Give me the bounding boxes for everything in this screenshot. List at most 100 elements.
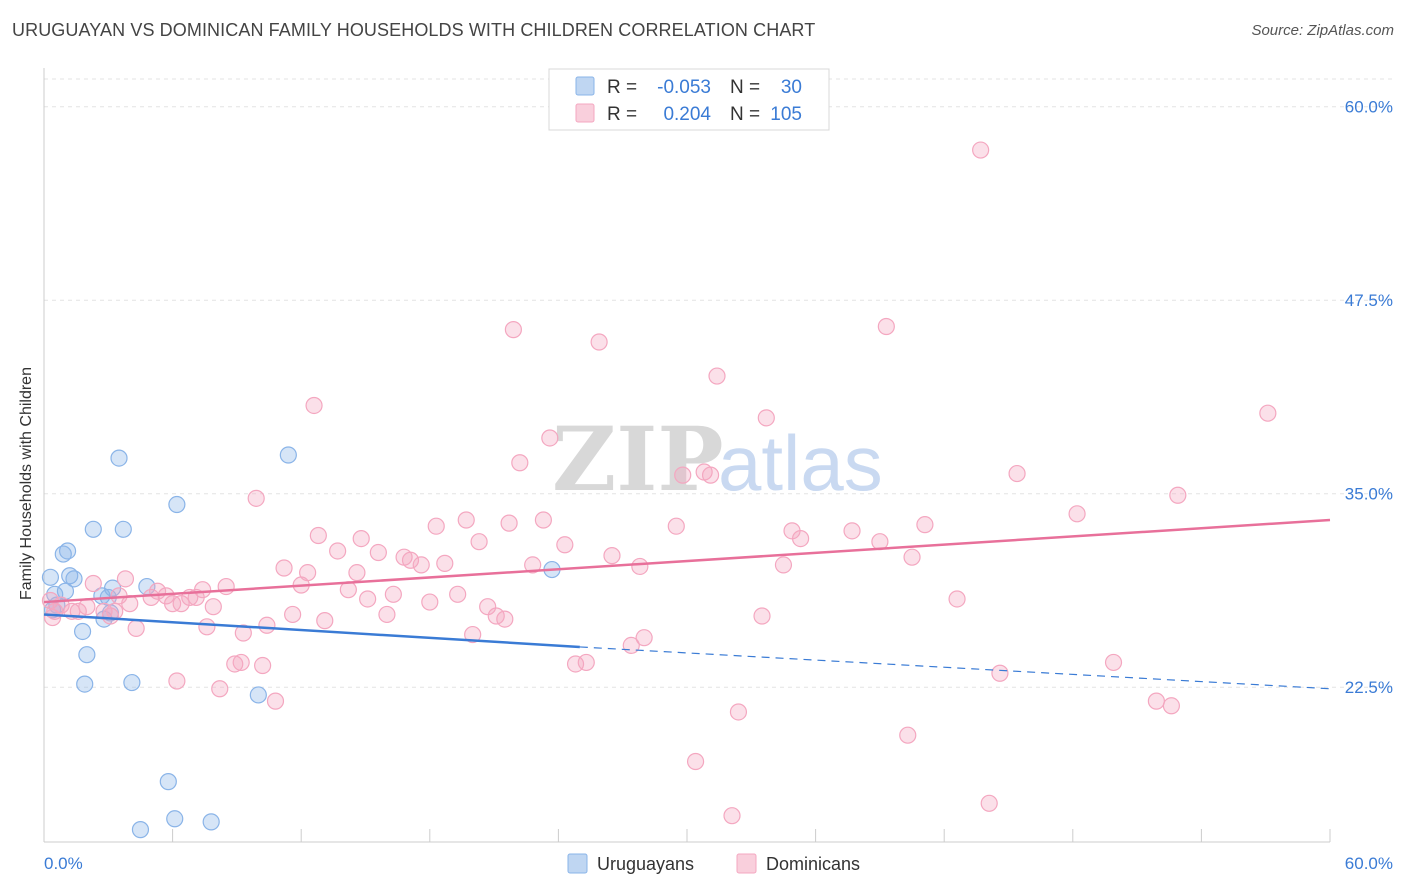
dominicans-point — [903, 548, 921, 566]
dominicans-point — [534, 511, 552, 529]
legend-n-value-2: 105 — [770, 104, 802, 125]
dominicans-point — [299, 564, 317, 582]
dominicans-point — [436, 554, 454, 572]
uruguayans-point — [65, 570, 83, 588]
uruguayans-point — [249, 686, 267, 704]
dominicans-point — [556, 536, 574, 554]
dominicans-point — [1162, 697, 1180, 715]
trend-lines — [43, 518, 1331, 690]
dominicans-point — [168, 672, 186, 690]
dominicans-point — [470, 533, 488, 551]
dominicans-point — [254, 656, 272, 675]
dominicans-point — [1008, 464, 1026, 483]
legend-series: Uruguayans Dominicans — [567, 853, 860, 874]
y-tick-labels: 22.5% 35.0% 47.5% 60.0% — [1345, 98, 1393, 698]
dominicans-point — [198, 618, 216, 636]
legend-bottom-swatch-dominicans — [736, 853, 757, 874]
dominicans-point — [232, 653, 250, 672]
dominicans-point — [631, 557, 649, 576]
legend-n-value-1: 30 — [781, 77, 802, 98]
dominicans-point — [305, 396, 323, 415]
dominicans-point — [384, 585, 402, 603]
dominicans-point — [723, 807, 741, 825]
dominicans-point — [916, 516, 934, 534]
y-tick-label: 22.5% — [1345, 678, 1393, 697]
dominicans-point — [78, 598, 96, 616]
dominicans-point — [348, 564, 366, 582]
dominicans-point — [43, 608, 62, 627]
dominicans-point — [116, 570, 135, 588]
dominicans-point — [1104, 653, 1123, 672]
legend-swatch-uruguayans — [575, 76, 595, 96]
dominicans-point — [753, 607, 771, 625]
legend-n-label-1: N = — [730, 77, 760, 98]
x-tick-labels: 0.0% 60.0% — [44, 854, 1393, 873]
dominicans-point — [84, 574, 102, 593]
dominicans-point — [504, 321, 522, 339]
dominicans-point — [843, 522, 861, 540]
dominicans-point — [401, 551, 420, 569]
dominicans-point — [674, 466, 692, 484]
dominicans-point — [352, 529, 370, 548]
uruguayans-points — [41, 446, 561, 839]
dominicans-point — [686, 752, 705, 771]
dominicans-point — [972, 141, 990, 159]
uruguayans-point — [110, 449, 128, 467]
uruguayans-trend-line — [43, 613, 580, 649]
dominicans-point — [991, 664, 1009, 682]
dominicans-point — [635, 629, 653, 647]
legend-swatch-dominicans — [575, 103, 595, 123]
uruguayans-point — [114, 520, 132, 538]
dominicans-point — [194, 581, 212, 599]
uruguayans-point — [84, 520, 102, 538]
chart-title: URUGUAYAN VS DOMINICAN FAMILY HOUSEHOLDS… — [12, 20, 816, 40]
dominicans-point — [1147, 692, 1165, 710]
dominicans-point — [412, 556, 430, 574]
watermark-zip: ZIP — [552, 407, 724, 511]
dominicans-point — [479, 598, 497, 616]
dominicans-point — [496, 610, 514, 628]
dominicans-point — [500, 514, 518, 532]
dominicans-point — [590, 333, 608, 351]
dominicans-point — [316, 612, 334, 630]
dominicans-point — [258, 616, 276, 634]
dominicans-point — [421, 593, 439, 611]
dominicans-trend-line — [43, 518, 1331, 604]
dominicans-point — [899, 726, 917, 744]
dominicans-point — [234, 624, 252, 642]
dominicans-point — [729, 703, 748, 721]
uruguayans-point — [168, 495, 186, 514]
y-tick-label: 47.5% — [1345, 291, 1393, 310]
dominicans-point — [877, 317, 895, 336]
legend-stats: R = -0.053 N = 30 R = 0.204 N = 105 — [548, 68, 830, 131]
uruguayans-point — [166, 810, 184, 828]
dominicans-point — [275, 559, 293, 577]
dominicans-point — [457, 511, 475, 529]
uruguayans-point — [58, 542, 77, 560]
dominicans-point — [603, 547, 621, 565]
dominicans-point — [378, 605, 396, 624]
dominicans-point — [449, 585, 467, 603]
legend-r-label-1: R = — [607, 77, 637, 98]
dominicans-point — [247, 489, 265, 507]
dominicans-point — [217, 577, 235, 596]
dominicans-point — [266, 692, 285, 710]
dominicans-point — [541, 429, 559, 447]
dominicans-point — [359, 590, 377, 608]
legend-r-value-2: 0.204 — [663, 104, 711, 125]
dominicans-point — [1169, 486, 1187, 504]
dominicans-point — [211, 680, 229, 698]
dominicans-point — [511, 454, 529, 472]
dominicans-point — [577, 653, 595, 672]
legend-r-value-1: -0.053 — [657, 77, 711, 98]
dominicans-point — [708, 367, 726, 385]
watermark-atlas: atlas — [718, 419, 883, 507]
dominicans-point — [284, 605, 302, 624]
dominicans-point — [757, 409, 775, 427]
dominicans-point — [667, 517, 685, 535]
dominicans-point — [980, 794, 998, 812]
dominicans-point — [172, 595, 190, 613]
source-label: Source: ZipAtlas.com — [1251, 22, 1394, 39]
dominicans-point — [1259, 404, 1277, 422]
